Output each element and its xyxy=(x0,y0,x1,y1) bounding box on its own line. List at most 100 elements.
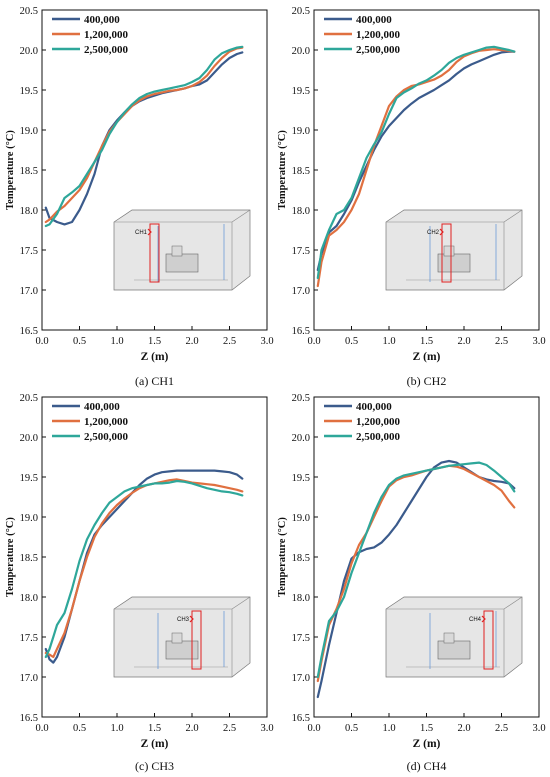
series-line-1 xyxy=(316,50,516,272)
room-inset: CH3 xyxy=(113,596,251,678)
legend-label: 1,200,000 xyxy=(84,29,129,41)
x-tick-label: 1.0 xyxy=(382,723,395,734)
legend-box xyxy=(48,12,152,62)
y-tick-label: 17.0 xyxy=(20,673,38,684)
legend-label: 1,200,000 xyxy=(84,416,129,428)
channel-label: CH2 xyxy=(427,230,440,236)
x-tick-label: 2.0 xyxy=(457,723,470,734)
y-tick-label: 18.0 xyxy=(292,206,310,217)
legend-label: 400,000 xyxy=(84,14,120,26)
y-tick-label: 20.5 xyxy=(20,6,38,17)
chart-panel-3: 0.0 0.5 1.0 1.5 2.0 2.5 3.0 16.5 17.0 17.5 18.0 18.… xyxy=(5,393,274,773)
series-line-3 xyxy=(44,479,244,659)
series-line-2 xyxy=(44,46,244,224)
channel-label: CH3 xyxy=(177,617,190,623)
legend-label: 2,500,000 xyxy=(84,431,129,443)
channel-arrow xyxy=(481,615,486,623)
panel-caption: (a) CH1 xyxy=(135,374,174,388)
y-tick-label: 20.5 xyxy=(292,6,310,17)
x-tick-label: 2.5 xyxy=(495,336,508,347)
legend-label: 1,200,000 xyxy=(356,29,401,41)
panel-caption: (d) CH4 xyxy=(407,759,447,773)
y-tick-label: 18.5 xyxy=(20,553,38,564)
channel-label: CH1 xyxy=(135,230,148,236)
legend-label: 400,000 xyxy=(356,14,392,26)
y-tick-label: 17.5 xyxy=(292,246,310,257)
panel-caption: (b) CH2 xyxy=(407,374,447,388)
y-tick-label: 19.5 xyxy=(20,86,38,97)
equipment-top xyxy=(443,245,455,257)
y-tick-label: 19.0 xyxy=(20,513,38,524)
y-tick-label: 20.5 xyxy=(20,393,38,404)
room-edge xyxy=(503,596,523,610)
x-tick-label: 3.0 xyxy=(532,723,545,734)
x-axis-label: Z (m) xyxy=(141,351,169,363)
equipment-block xyxy=(165,253,199,273)
x-tick-label: 2.5 xyxy=(495,723,508,734)
channel-arrow xyxy=(147,228,152,236)
y-tick-label: 19.0 xyxy=(292,126,310,137)
y-tick-label: 20.0 xyxy=(292,46,310,57)
legend-label: 400,000 xyxy=(356,401,392,413)
y-axis-label: Temperature (°C) xyxy=(5,517,16,597)
room-edge xyxy=(231,209,251,223)
x-tick-label: 3.0 xyxy=(260,336,273,347)
y-tick-label: 16.5 xyxy=(292,713,310,724)
x-tick-label: 2.5 xyxy=(223,723,236,734)
y-tick-label: 17.0 xyxy=(20,286,38,297)
legend-box xyxy=(320,12,424,62)
y-tick-label: 20.0 xyxy=(292,433,310,444)
x-tick-label: 2.5 xyxy=(223,336,236,347)
x-tick-label: 0.0 xyxy=(35,336,48,347)
channel-arrow xyxy=(189,615,194,623)
y-tick-label: 18.5 xyxy=(20,166,38,177)
equipment-top xyxy=(443,632,455,644)
y-tick-label: 17.5 xyxy=(292,633,310,644)
channel-label: CH4 xyxy=(469,617,482,623)
x-tick-label: 2.0 xyxy=(457,336,470,347)
y-tick-label: 18.0 xyxy=(20,206,38,217)
equipment-block xyxy=(437,640,471,660)
x-tick-label: 0.0 xyxy=(307,723,320,734)
y-tick-label: 16.5 xyxy=(20,713,38,724)
panel-caption: (c) CH3 xyxy=(135,759,174,773)
room-edge xyxy=(503,209,523,223)
x-axis-label: Z (m) xyxy=(141,738,169,750)
y-tick-label: 17.0 xyxy=(292,673,310,684)
x-tick-label: 0.0 xyxy=(35,723,48,734)
equipment-block xyxy=(165,640,199,660)
y-tick-label: 18.0 xyxy=(292,593,310,604)
room-inset: CH1 xyxy=(113,209,251,291)
channel-highlight xyxy=(191,610,202,670)
legend-label: 400,000 xyxy=(84,401,120,413)
channel-highlight xyxy=(483,610,494,670)
channel-highlight xyxy=(149,223,160,283)
x-tick-label: 3.0 xyxy=(532,336,545,347)
y-tick-label: 18.0 xyxy=(20,593,38,604)
legend-label: 2,500,000 xyxy=(356,431,401,443)
x-axis-label: Z (m) xyxy=(413,738,441,750)
y-tick-label: 16.5 xyxy=(292,326,310,337)
x-axis-label: Z (m) xyxy=(413,351,441,363)
y-tick-label: 20.0 xyxy=(20,433,38,444)
equipment-top xyxy=(171,245,183,257)
channel-arrow xyxy=(439,228,444,236)
x-tick-label: 0.5 xyxy=(345,723,358,734)
room-edge xyxy=(231,596,251,610)
y-tick-label: 18.5 xyxy=(292,553,310,564)
channel-highlight xyxy=(441,223,452,283)
x-tick-label: 1.5 xyxy=(420,723,433,734)
series-line-3 xyxy=(316,45,516,280)
chart-panel-4: 0.0 0.5 1.0 1.5 2.0 2.5 3.0 16.5 17.0 17.5 18.0 18.… xyxy=(277,393,546,773)
x-tick-label: 0.5 xyxy=(73,336,86,347)
equipment-block xyxy=(437,253,471,273)
room-inset: CH2 xyxy=(385,209,523,291)
chart-panel-2: 0.0 0.5 1.0 1.5 2.0 2.5 3.0 16.5 17.0 17.5 18.0 18.… xyxy=(277,6,546,388)
x-tick-label: 1.0 xyxy=(382,336,395,347)
x-tick-label: 1.0 xyxy=(110,336,123,347)
y-tick-label: 19.0 xyxy=(20,126,38,137)
y-tick-label: 18.5 xyxy=(292,166,310,177)
legend-label: 1,200,000 xyxy=(356,416,401,428)
y-tick-label: 19.5 xyxy=(292,473,310,484)
